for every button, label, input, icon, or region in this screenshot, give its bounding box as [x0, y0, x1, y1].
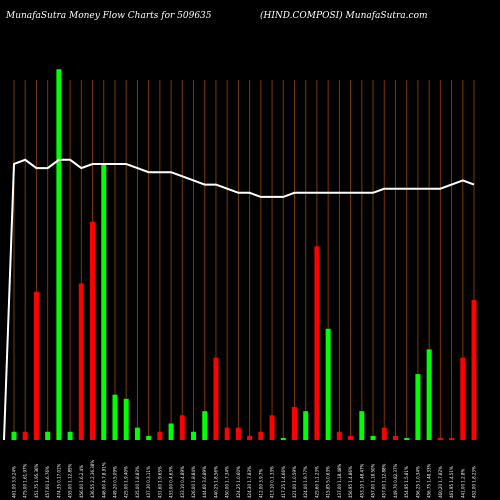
money-flow-bar — [314, 246, 320, 440]
x-tick-label: 424.30 1.7.83% — [247, 466, 252, 498]
x-tick-label: 475.00 1.61.97% — [23, 463, 28, 498]
money-flow-bar — [426, 349, 432, 440]
money-flow-bar — [325, 328, 331, 440]
x-tick-label: 417.25 1.4.66% — [281, 466, 286, 498]
x-tick-label: 460.20 1.7.82% — [438, 466, 443, 498]
x-tick-label: 426.00 1.8.84% — [191, 466, 196, 498]
x-tick-label: 425.60 1.1.23% — [314, 466, 319, 498]
money-flow-bar — [258, 431, 264, 440]
x-tick-label: 456.25 1.0.34% — [415, 466, 420, 498]
money-flow-line — [3, 158, 475, 441]
x-tick-label: 457.00 1.12.88% — [382, 463, 387, 498]
x-tick-label: 444.60 3.6.89% — [202, 466, 207, 498]
money-flow-bar — [134, 427, 140, 440]
money-flow-bar — [471, 299, 477, 440]
x-tick-label: 450.00 1.7.34% — [225, 466, 230, 498]
x-tick-label: 457.00 1.18.50% — [371, 463, 376, 498]
x-tick-label: 436.55 2.2.36.38% — [90, 460, 95, 498]
x-tick-label: 424.00 1.9.77% — [303, 466, 308, 498]
money-flow-bar — [90, 221, 96, 440]
bars-group — [11, 69, 477, 440]
money-flow-bar — [303, 411, 309, 440]
money-flow-bar — [247, 435, 253, 440]
money-flow-bar — [291, 407, 297, 440]
money-flow-bar — [370, 435, 376, 440]
money-flow-bar — [213, 357, 219, 440]
x-tick-label: 452.00 1.8.23% — [472, 466, 477, 498]
money-flow-bar — [56, 69, 62, 440]
money-flow-bar — [146, 435, 152, 440]
x-tick-label: 456.95 1.4.86% — [348, 466, 353, 498]
money-flow-bar — [404, 438, 410, 440]
x-tick-label: 446.00 4.7.8.91% — [101, 462, 106, 498]
money-flow-bar — [269, 415, 275, 440]
money-flow-bar — [179, 415, 185, 440]
money-flow-bar — [415, 374, 421, 440]
x-tick-label: 474.35 0.17.01% — [56, 463, 61, 498]
money-flow-bar — [11, 431, 17, 440]
x-tick-label: 413.10 0.1.33% — [270, 466, 275, 498]
grid-lines — [13, 80, 475, 440]
x-tick-label: 449.70 0.82.37% — [393, 463, 398, 498]
x-tick-label: 415.85 5.0.63% — [326, 466, 331, 498]
money-flow-bar — [168, 423, 174, 440]
chart-title-right: (HIND.COMPOSI) MunafaSutra.com — [260, 10, 428, 21]
money-flow-bar — [33, 291, 39, 440]
money-flow-bar — [67, 431, 73, 440]
x-tick-label: 437.00 1.18.48% — [337, 463, 342, 498]
x-tick-label: 433.10 0.4.89% — [180, 466, 185, 498]
x-tick-label: 453.10 1.48.47% — [359, 463, 364, 498]
x-tick-label: 461.95 1.4.51% — [449, 466, 454, 498]
x-tick-label: 437.30 0.3.11% — [146, 466, 151, 498]
x-tick-label: 431.60 1.9.65% — [157, 466, 162, 498]
money-flow-bar — [449, 438, 455, 440]
money-flow-bar — [123, 398, 129, 440]
money-flow-bar — [157, 431, 163, 440]
x-tick-label: 457.00 1.6.76% — [45, 466, 50, 498]
money-flow-bar — [359, 411, 365, 440]
money-flow-bar — [78, 283, 84, 440]
money-flow-bar — [22, 431, 28, 440]
money-flow-bar — [381, 427, 387, 440]
chart-title-left: MunafaSutra Money Flow Charts for 509635 — [5, 11, 212, 21]
x-tick-label: 455.00 1.12.85% — [68, 463, 73, 498]
x-tick-label: 456.00 1.6.2.4% — [79, 465, 84, 498]
money-flow-bar — [101, 163, 107, 440]
money-flow-bar — [460, 357, 466, 440]
x-tick-label: 461.00 3.9.24% — [12, 466, 17, 498]
x-tick-label: 441.00 1.2.8% — [460, 469, 465, 498]
x-tick-label: 451.75 1.95.36% — [34, 463, 39, 498]
x-tick-label: 449.20 0.5.09% — [112, 466, 117, 498]
x-tick-label: 435.00 1.8.83% — [135, 466, 140, 498]
money-flow-bar — [112, 394, 118, 440]
money-flow-bar — [280, 438, 286, 440]
x-tick-label: 454.95 1.5.81% — [404, 466, 409, 498]
x-tick-labels: 461.00 3.9.24% 475.00 1.61.97% 451.75 1.95… — [12, 460, 477, 498]
money-flow-bar — [437, 438, 443, 440]
money-flow-bar — [45, 431, 51, 440]
money-flow-bar — [202, 411, 208, 440]
x-tick-label: 440.25 1.8.56% — [213, 466, 218, 498]
money-flow-bar — [191, 431, 197, 440]
money-flow-bar — [392, 435, 398, 440]
x-tick-label: 456.75 1.48.33% — [427, 463, 432, 498]
x-tick-label: 412.00 3.9.7% — [258, 469, 263, 498]
x-tick-label: 433.00 0.4.63% — [169, 466, 174, 498]
x-tick-label: 421.00 1.0.59% — [292, 466, 297, 498]
money-flow-bar — [348, 435, 354, 440]
x-tick-label: 425.00 1.9.40% — [124, 466, 129, 498]
x-tick-label: 424.25 1.0.60% — [236, 466, 241, 498]
money-flow-bar — [336, 431, 342, 440]
money-flow-bar — [235, 427, 241, 440]
money-flow-bar — [224, 427, 230, 440]
